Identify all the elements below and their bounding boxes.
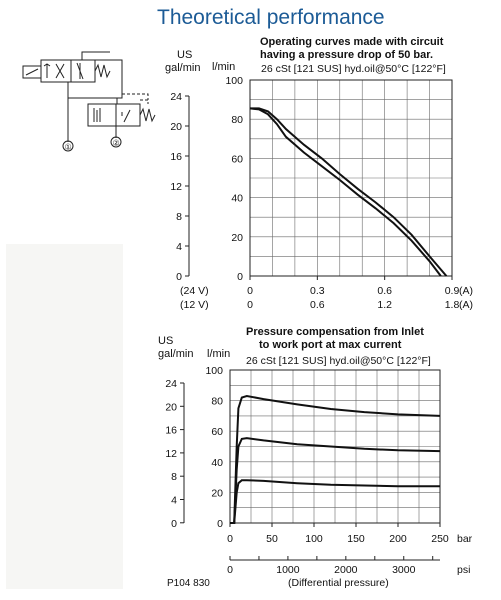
y-tick-label: 60 — [211, 426, 223, 438]
y-tick-label: 20 — [231, 232, 243, 244]
x-tick-label: 0 — [227, 533, 233, 545]
y-tick-label: 0 — [237, 271, 243, 283]
x-tick-label: 0.6 — [377, 285, 392, 297]
x-tick-label: 0 — [247, 285, 253, 297]
gal-tick-label: 4 — [171, 495, 177, 507]
gal-tick-label: 20 — [170, 121, 182, 133]
y-tick-label: 20 — [211, 487, 223, 499]
gal-tick-label: 12 — [165, 448, 177, 460]
x-tick-label: 250 — [431, 533, 449, 545]
psi-unit-label: psi — [457, 564, 470, 576]
x-unit-label: (A) — [459, 285, 473, 297]
chart1-grid — [249, 79, 453, 277]
chart1-title-line2: having a pressure drop of 50 bar. — [260, 49, 433, 61]
gal-tick-label: 0 — [176, 271, 182, 283]
series-line-2 — [249, 107, 442, 277]
y-tick-label: 0 — [217, 518, 223, 530]
gal-tick-label: 16 — [170, 151, 182, 163]
gal-tick-label: 0 — [171, 518, 177, 530]
psi-tick-label: 2000 — [334, 564, 358, 576]
x-row-label: (24 V) — [180, 285, 209, 297]
x-unit-label: (A) — [459, 299, 473, 311]
chart1-title-line1: Operating curves made with circuit — [260, 36, 444, 48]
y-tick-label: 80 — [231, 114, 243, 126]
chart2-psi-label: (Differential pressure) — [288, 577, 389, 589]
y-tick-label: 40 — [211, 457, 223, 469]
x-unit-label: bar — [457, 533, 473, 545]
gal-tick-label: 24 — [170, 91, 182, 103]
chart1-subtitle: 26 cSt [121 SUS] hyd.oil@50°C [122°F] — [261, 63, 446, 75]
y-tick-label: 100 — [205, 365, 223, 377]
y-tick-label: 60 — [231, 153, 243, 165]
series-line-3 — [230, 479, 440, 524]
x-tick-label: 100 — [305, 533, 323, 545]
gal-tick-label: 4 — [176, 241, 182, 253]
x-row-label: (12 V) — [180, 299, 209, 311]
x-tick-label: 0.6 — [310, 299, 325, 311]
y-tick-label: 100 — [225, 75, 243, 87]
chart2-series — [230, 394, 441, 524]
x-tick-label: 0.9 — [445, 285, 460, 297]
chart2-code: P104 830 — [167, 578, 210, 589]
chart2-axes — [180, 382, 441, 561]
x-tick-label: 1.8 — [445, 299, 460, 311]
chart1-unit-lmin: l/min — [212, 61, 235, 73]
chart1-axes — [185, 95, 453, 280]
chart1-unit-galmin: gal/min — [165, 62, 200, 74]
series-line-1 — [230, 394, 441, 524]
series-line-2 — [230, 437, 441, 524]
gal-tick-label: 24 — [165, 378, 177, 390]
series-line-1 — [250, 107, 448, 277]
x-tick-label: 1.2 — [377, 299, 392, 311]
gal-tick-label: 8 — [176, 211, 182, 223]
chart2-title-line1: Pressure compensation from Inlet — [246, 326, 424, 338]
chart1-unit-us: US — [177, 49, 192, 61]
psi-tick-label: 0 — [227, 564, 233, 576]
x-tick-label: 0 — [247, 299, 253, 311]
chart1-series — [249, 107, 448, 277]
x-tick-label: 150 — [347, 533, 365, 545]
y-tick-label: 80 — [211, 396, 223, 408]
gal-tick-label: 16 — [165, 425, 177, 437]
gal-tick-label: 20 — [165, 401, 177, 413]
x-tick-label: 50 — [266, 533, 278, 545]
chart2-unit-lmin: l/min — [207, 348, 230, 360]
chart2-unit-galmin: gal/min — [158, 348, 193, 360]
x-tick-label: 200 — [389, 533, 407, 545]
page-title: Theoretical performance — [157, 6, 385, 29]
gal-tick-label: 12 — [170, 181, 182, 193]
chart2-unit-us: US — [158, 335, 173, 347]
chart2-subtitle: 26 cSt [121 SUS] hyd.oil@50°C [122°F] — [246, 355, 431, 367]
psi-tick-label: 3000 — [392, 564, 416, 576]
psi-tick-label: 1000 — [276, 564, 300, 576]
blank-side-panel — [6, 244, 123, 589]
x-tick-label: 0.3 — [310, 285, 325, 297]
chart2-title-line2: to work port at max current — [259, 339, 402, 351]
y-tick-label: 40 — [231, 193, 243, 205]
gal-tick-label: 8 — [171, 471, 177, 483]
